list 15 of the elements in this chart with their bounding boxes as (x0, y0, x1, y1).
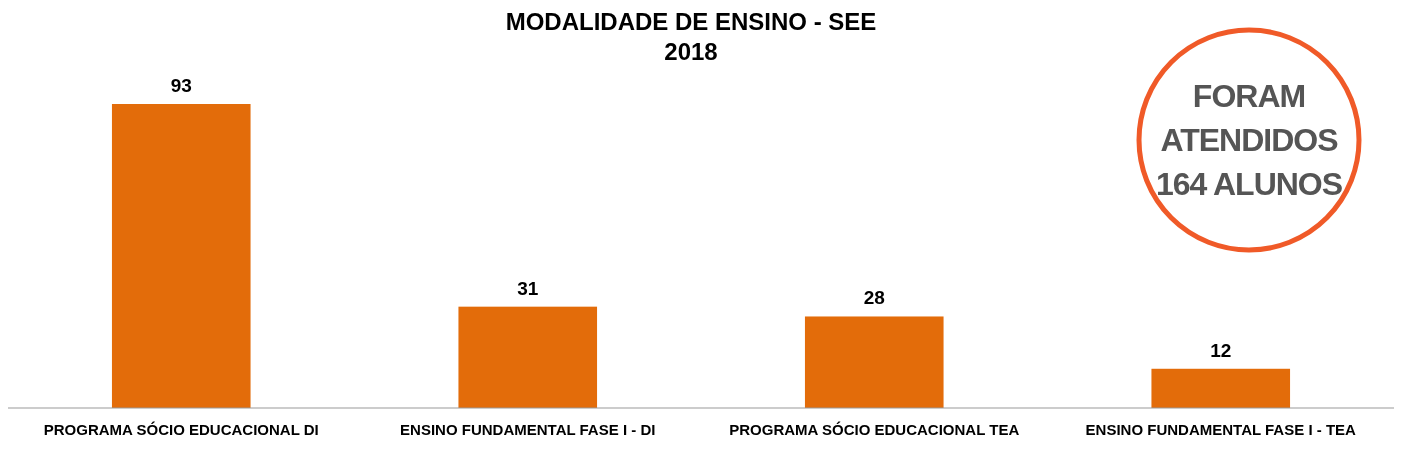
data-label: 28 (863, 287, 885, 309)
data-label: 93 (170, 75, 192, 96)
annotation: FORAM ATENDIDOS 164 ALUNOS (1155, 78, 1343, 202)
x-tick-label: PROGRAMA SÓCIO EDUCACIONAL DI (43, 421, 319, 438)
bar (111, 104, 251, 408)
x-tick-label: ENSINO FUNDAMENTAL FASE I - TEA (1085, 421, 1357, 438)
data-label: 31 (517, 277, 539, 299)
x-tick-label: PROGRAMA SÓCIO EDUCACIONAL TEA (729, 421, 1020, 438)
bar (804, 316, 944, 408)
bar (458, 306, 598, 408)
x-tick-label: ENSINO FUNDAMENTAL FASE I - DI (400, 421, 656, 438)
bar (1151, 368, 1291, 408)
chart-subtitle: 2018 (664, 38, 718, 65)
chart-title: MODALIDADE DE ENSINO - SEE (505, 8, 877, 35)
data-label: 12 (1210, 339, 1232, 361)
